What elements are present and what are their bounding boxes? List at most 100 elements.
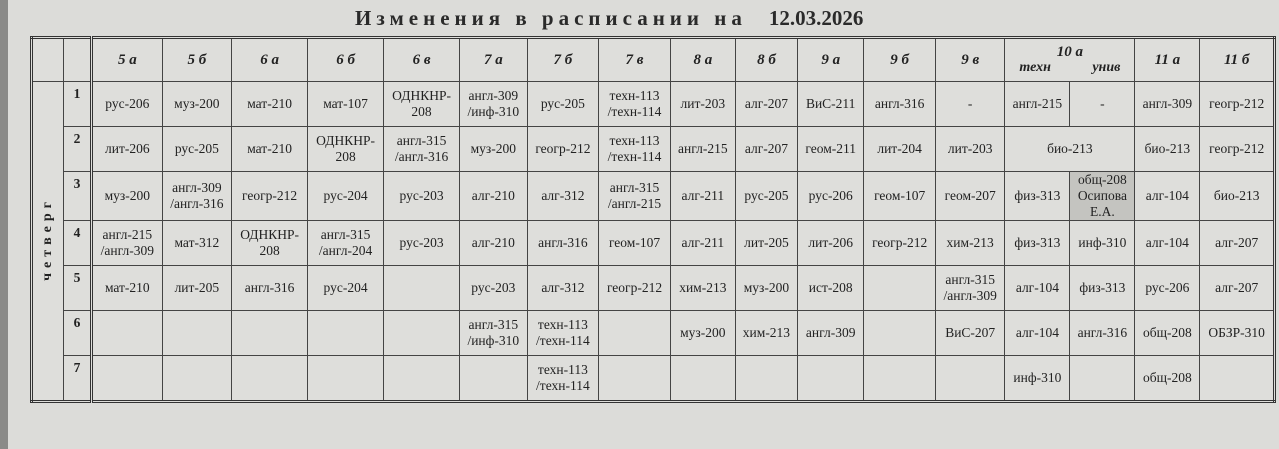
schedule-cell: англ-215 /англ-309	[91, 220, 163, 266]
schedule-cell: рус-206	[797, 171, 865, 221]
schedule-cell: физ-313	[1004, 220, 1071, 266]
schedule-cell: общ-208	[1134, 355, 1201, 402]
schedule-cell: муз-200	[459, 126, 528, 172]
schedule-cell: геогр-212	[231, 171, 309, 221]
schedule-cell: геом-107	[863, 171, 936, 221]
schedule-cell: -	[934, 81, 1006, 127]
schedule-cell	[734, 355, 799, 402]
schedule-cell: муз-200	[669, 310, 736, 356]
class-header: 6 а	[231, 37, 309, 82]
subgroup-label: техн	[1019, 60, 1051, 75]
class-header: 11 б	[1199, 37, 1275, 82]
schedule-cell	[231, 355, 309, 402]
schedule-cell: алг-312	[526, 265, 600, 311]
schedule-cell: геогр-212	[863, 220, 936, 266]
schedule-cell	[383, 355, 461, 402]
lesson-row: четверг 1 рус-206 муз-200 мат-210 мат-107 ОДНК…	[31, 81, 1275, 402]
schedule-cell: геом-107	[598, 220, 671, 266]
schedule-cell	[91, 355, 163, 402]
schedule-cell: алг-104	[1004, 310, 1071, 356]
schedule-cell: алг-104	[1134, 171, 1201, 221]
schedule-cell: англ-215	[669, 126, 736, 172]
schedule-cell: общ-208 Осипова Е.А.	[1069, 171, 1136, 221]
schedule-cell: англ-315 /англ-204	[307, 220, 385, 266]
schedule-cell: ВиС-207	[934, 310, 1006, 356]
schedule-cell: инф-310	[1069, 220, 1136, 266]
class-subgroups: техн унив	[1007, 60, 1132, 76]
schedule-cell	[161, 355, 233, 402]
schedule-cell: англ-309	[797, 310, 865, 356]
schedule-cell: общ-208	[1134, 310, 1201, 356]
schedule-cell: алг-312	[526, 171, 600, 221]
schedule-cell	[231, 310, 309, 356]
schedule-cell: рус-205	[161, 126, 233, 172]
schedule-cell: англ-316	[526, 220, 600, 266]
schedule-cell: лит-205	[734, 220, 799, 266]
lesson-number: 4	[63, 220, 93, 266]
schedule-cell	[91, 310, 163, 356]
lesson-row: 4 англ-215 /англ-309 мат-312 ОДНКНР- 208 анг…	[32, 220, 1275, 266]
schedule-cell: физ-313	[1069, 265, 1136, 311]
lesson-row: 5 мат-210 лит-205 англ-316 рус-204 рус-203 алг…	[32, 265, 1275, 311]
schedule-cell: англ-309 /инф-310	[459, 81, 528, 127]
schedule-cell: био-213	[1004, 126, 1136, 172]
schedule-cell: англ-315 /англ-215	[598, 171, 671, 221]
schedule-cell: рус-203	[459, 265, 528, 311]
schedule-cell: лит-206	[91, 126, 163, 172]
schedule-cell	[797, 355, 865, 402]
schedule-cell: ОДНКНР- 208	[383, 81, 461, 127]
schedule-cell: алг-210	[459, 171, 528, 221]
schedule-cell: техн-113 /техн-114	[598, 126, 671, 172]
subgroup-label: унив	[1092, 60, 1121, 75]
schedule-cell	[459, 355, 528, 402]
class-header: 7 а	[459, 37, 528, 82]
schedule-cell: геогр-212	[1199, 126, 1275, 172]
schedule-cell: англ-309	[1134, 81, 1201, 127]
class-header: 9 в	[934, 37, 1006, 82]
class-header: 10 а техн унив	[1004, 37, 1136, 82]
schedule-cell: англ-315 /англ-309	[934, 265, 1006, 311]
schedule-cell: ОДНКНР- 208	[231, 220, 309, 266]
schedule-cell: техн-113 /техн-114	[598, 81, 671, 127]
schedule-cell: рус-203	[383, 220, 461, 266]
schedule-cell: инф-310	[1004, 355, 1071, 402]
schedule-cell: рус-206	[91, 81, 163, 127]
schedule-cell: англ-316	[1069, 310, 1136, 356]
schedule-cell	[863, 355, 936, 402]
lesson-row: 6 англ-315 /инф-310 техн-113 /техн-114 муз-…	[32, 310, 1275, 356]
lesson-number: 5	[63, 265, 93, 311]
title-text: Изменения в расписании на	[355, 6, 747, 30]
schedule-cell: лит-203	[669, 81, 736, 127]
schedule-cell: рус-206	[1134, 265, 1201, 311]
corner-cell	[63, 37, 93, 82]
corner-cell	[31, 37, 64, 82]
schedule-cell: лит-205	[161, 265, 233, 311]
schedule-cell: физ-313	[1004, 171, 1071, 221]
schedule-cell: -	[1069, 81, 1136, 127]
class-header: 9 а	[797, 37, 865, 82]
schedule-cell: муз-200	[734, 265, 799, 311]
lesson-row: 3 муз-200 англ-309 /англ-316 геогр-212 рус-2…	[32, 171, 1275, 221]
schedule-cell: лит-206	[797, 220, 865, 266]
page-title: Изменения в расписании на 12.03.2026	[355, 6, 863, 30]
class-label: 10 а	[1056, 44, 1084, 60]
schedule-cell: англ-315 /инф-310	[459, 310, 528, 356]
schedule-cell: рус-205	[526, 81, 600, 127]
schedule-cell: алг-210	[459, 220, 528, 266]
schedule-cell: хим-213	[934, 220, 1006, 266]
schedule-cell: техн-113 /техн-114	[526, 310, 600, 356]
schedule-cell: алг-104	[1004, 265, 1071, 311]
schedule-cell: алг-207	[734, 81, 799, 127]
lesson-number: 6	[63, 310, 93, 356]
schedule-cell: англ-215	[1004, 81, 1071, 127]
schedule-cell: рус-204	[307, 265, 385, 311]
schedule-cell: хим-213	[669, 265, 736, 311]
schedule-cell	[383, 265, 461, 311]
lesson-row: 7 техн-113 /техн-114 инф-310 общ-208	[32, 355, 1275, 402]
class-header: 7 б	[526, 37, 600, 82]
schedule-cell	[383, 310, 461, 356]
schedule-cell: алг-207	[734, 126, 799, 172]
schedule-cell	[307, 355, 385, 402]
